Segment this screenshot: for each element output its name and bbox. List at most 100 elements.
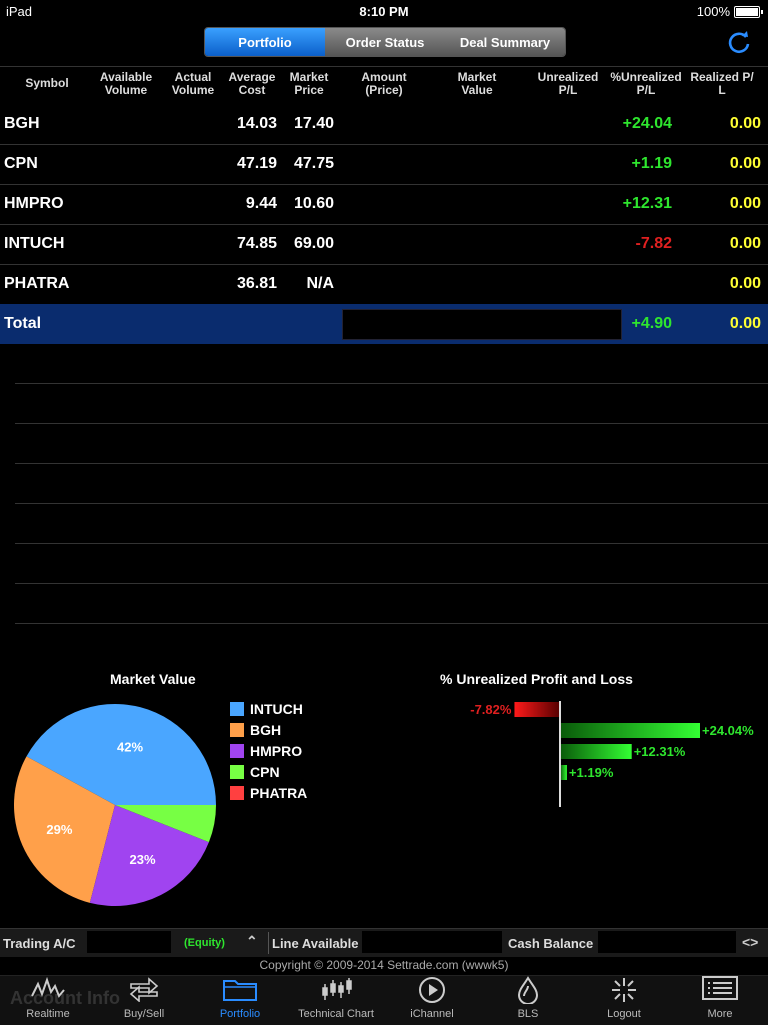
- legend-label: HMPRO: [250, 743, 303, 759]
- bar-hmpro: [560, 744, 632, 759]
- pie-slice-hmpro: [89, 805, 209, 906]
- bls-icon: [480, 976, 576, 1008]
- equity-label: (Equity): [184, 937, 225, 949]
- battery-level: 100%: [696, 4, 730, 19]
- row-realized: 0.00: [729, 275, 761, 292]
- row-divider: [15, 583, 768, 584]
- segment-portfolio[interactable]: Portfolio: [205, 28, 325, 56]
- tab-more[interactable]: More: [672, 976, 768, 1025]
- legend-swatch: [230, 765, 244, 779]
- table-row[interactable]: BGH 14.03 17.40 +24.04 0.00: [0, 104, 768, 145]
- portfolio-table-header: Symbol Available Volume Actual Volume Av…: [0, 66, 768, 107]
- tab-portfolio[interactable]: Portfolio: [192, 976, 288, 1025]
- tab-label: Realtime: [26, 1008, 70, 1020]
- legend-swatch: [230, 723, 244, 737]
- tab-ichannel[interactable]: iChannel: [384, 976, 480, 1025]
- tab-label: BLS: [517, 1008, 539, 1020]
- header-available-volume: Available Volume: [99, 70, 153, 97]
- tab-technical-chart[interactable]: Technical Chart: [288, 976, 384, 1025]
- row-pct-unrealized: +12.31: [622, 195, 672, 212]
- pie-slice-label: 42%: [117, 739, 143, 754]
- table-row[interactable]: CPN 47.19 47.75 +1.19 0.00: [0, 144, 768, 185]
- row-divider: [15, 423, 768, 424]
- tab-label: iChannel: [410, 1008, 454, 1020]
- row-market-price: 17.40: [293, 115, 334, 132]
- device-name: iPad: [6, 4, 33, 19]
- copyright-text: Copyright © 2009-2014 Settrade.com (wwwk…: [259, 958, 509, 972]
- tab-buy-sell[interactable]: Buy/Sell: [96, 976, 192, 1025]
- table-row[interactable]: PHATRA 36.81 N/A 0.00: [0, 264, 768, 305]
- legend-label: PHATRA: [250, 785, 308, 801]
- realtime-icon: [0, 976, 96, 1008]
- row-divider: [15, 463, 768, 464]
- status-bar: iPad 8:10 PM 100%: [0, 0, 768, 22]
- cash-balance-field: [598, 931, 736, 953]
- candlestick-icon: [288, 976, 384, 1008]
- tab-label: Buy/Sell: [123, 1008, 165, 1020]
- tab-realtime[interactable]: Realtime: [0, 976, 96, 1025]
- segment-deal-summary[interactable]: Deal Summary: [445, 28, 565, 56]
- trading-ac-label: Trading A/C: [3, 936, 76, 951]
- row-avg-cost: 74.85: [236, 235, 277, 252]
- faded-account-info-text: Account Info: [10, 988, 120, 1008]
- pie-slice-intuch: [26, 704, 216, 805]
- legend-swatch: [230, 744, 244, 758]
- total-label: Total: [4, 315, 42, 332]
- row-divider: [15, 543, 768, 544]
- legend-item: PHATRA: [230, 785, 307, 801]
- line-available-label: Line Available: [272, 936, 359, 951]
- refresh-icon[interactable]: [726, 29, 752, 62]
- header-average-cost: Average Cost: [228, 70, 276, 97]
- market-value-chart-title: Market Value: [110, 671, 196, 687]
- legend-label: INTUCH: [250, 701, 303, 717]
- legend-swatch: [230, 786, 244, 800]
- pie-slice-label: 29%: [46, 822, 72, 837]
- bar-value-label: -7.82%: [470, 702, 512, 717]
- account-info-bar: Trading A/C (Equity) ⌃ Line Available Ca…: [0, 928, 768, 957]
- tab-label: More: [707, 1008, 733, 1020]
- tab-label: Logout: [607, 1008, 641, 1020]
- logout-icon: [576, 976, 672, 1008]
- row-pct-unrealized: +1.19: [631, 155, 672, 172]
- row-symbol: BGH: [4, 115, 40, 132]
- row-market-price: 10.60: [293, 195, 334, 212]
- market-value-pie-chart: 42% 29% 23%: [14, 704, 216, 906]
- total-realized: 0.00: [729, 315, 761, 332]
- row-symbol: PHATRA: [4, 275, 70, 292]
- row-divider: [15, 383, 768, 384]
- view-segmented-control: Portfolio Order Status Deal Summary: [204, 27, 566, 57]
- header-market-value: Market Value: [457, 70, 497, 97]
- total-row: Total +4.90 0.00: [0, 304, 768, 344]
- row-market-price: N/A: [306, 275, 334, 292]
- row-pct-unrealized: +24.04: [622, 115, 672, 132]
- unrealized-pl-bar-chart: -7.82% +24.04% +12.31% +1.19%: [470, 701, 754, 807]
- trading-ac-field[interactable]: [87, 931, 171, 953]
- row-pct-unrealized: -7.82: [635, 235, 672, 252]
- header-market-price: Market Price: [289, 70, 329, 97]
- row-symbol: CPN: [4, 155, 38, 172]
- legend-swatch: [230, 702, 244, 716]
- bottom-tab-bar: Account Info Realtime Buy/Sell Portfolio…: [0, 975, 768, 1025]
- total-pct-unrealized: +4.90: [631, 315, 672, 332]
- segment-order-status[interactable]: Order Status: [325, 28, 445, 56]
- row-market-price: 47.75: [293, 155, 334, 172]
- row-divider: [15, 503, 768, 504]
- header-symbol: Symbol: [25, 76, 69, 90]
- total-amount-field: [342, 309, 622, 340]
- divider: [268, 932, 269, 954]
- tab-bls[interactable]: BLS: [480, 976, 576, 1025]
- row-avg-cost: 36.81: [236, 275, 277, 292]
- unrealized-pl-chart-title: % Unrealized Profit and Loss: [440, 671, 633, 687]
- row-realized: 0.00: [729, 235, 761, 252]
- more-icon: [672, 976, 768, 1008]
- table-row[interactable]: HMPRO 9.44 10.60 +12.31 0.00: [0, 184, 768, 225]
- table-row[interactable]: INTUCH 74.85 69.00 -7.82 0.00: [0, 224, 768, 265]
- expand-arrows-icon[interactable]: <>: [742, 934, 759, 950]
- legend-label: BGH: [250, 722, 282, 738]
- header-actual-volume: Actual Volume: [171, 70, 215, 97]
- cash-balance-label: Cash Balance: [508, 936, 594, 951]
- bar-cpn: [560, 765, 567, 780]
- play-icon: [384, 976, 480, 1008]
- chevron-up-icon[interactable]: ⌃: [246, 933, 258, 949]
- tab-logout[interactable]: Logout: [576, 976, 672, 1025]
